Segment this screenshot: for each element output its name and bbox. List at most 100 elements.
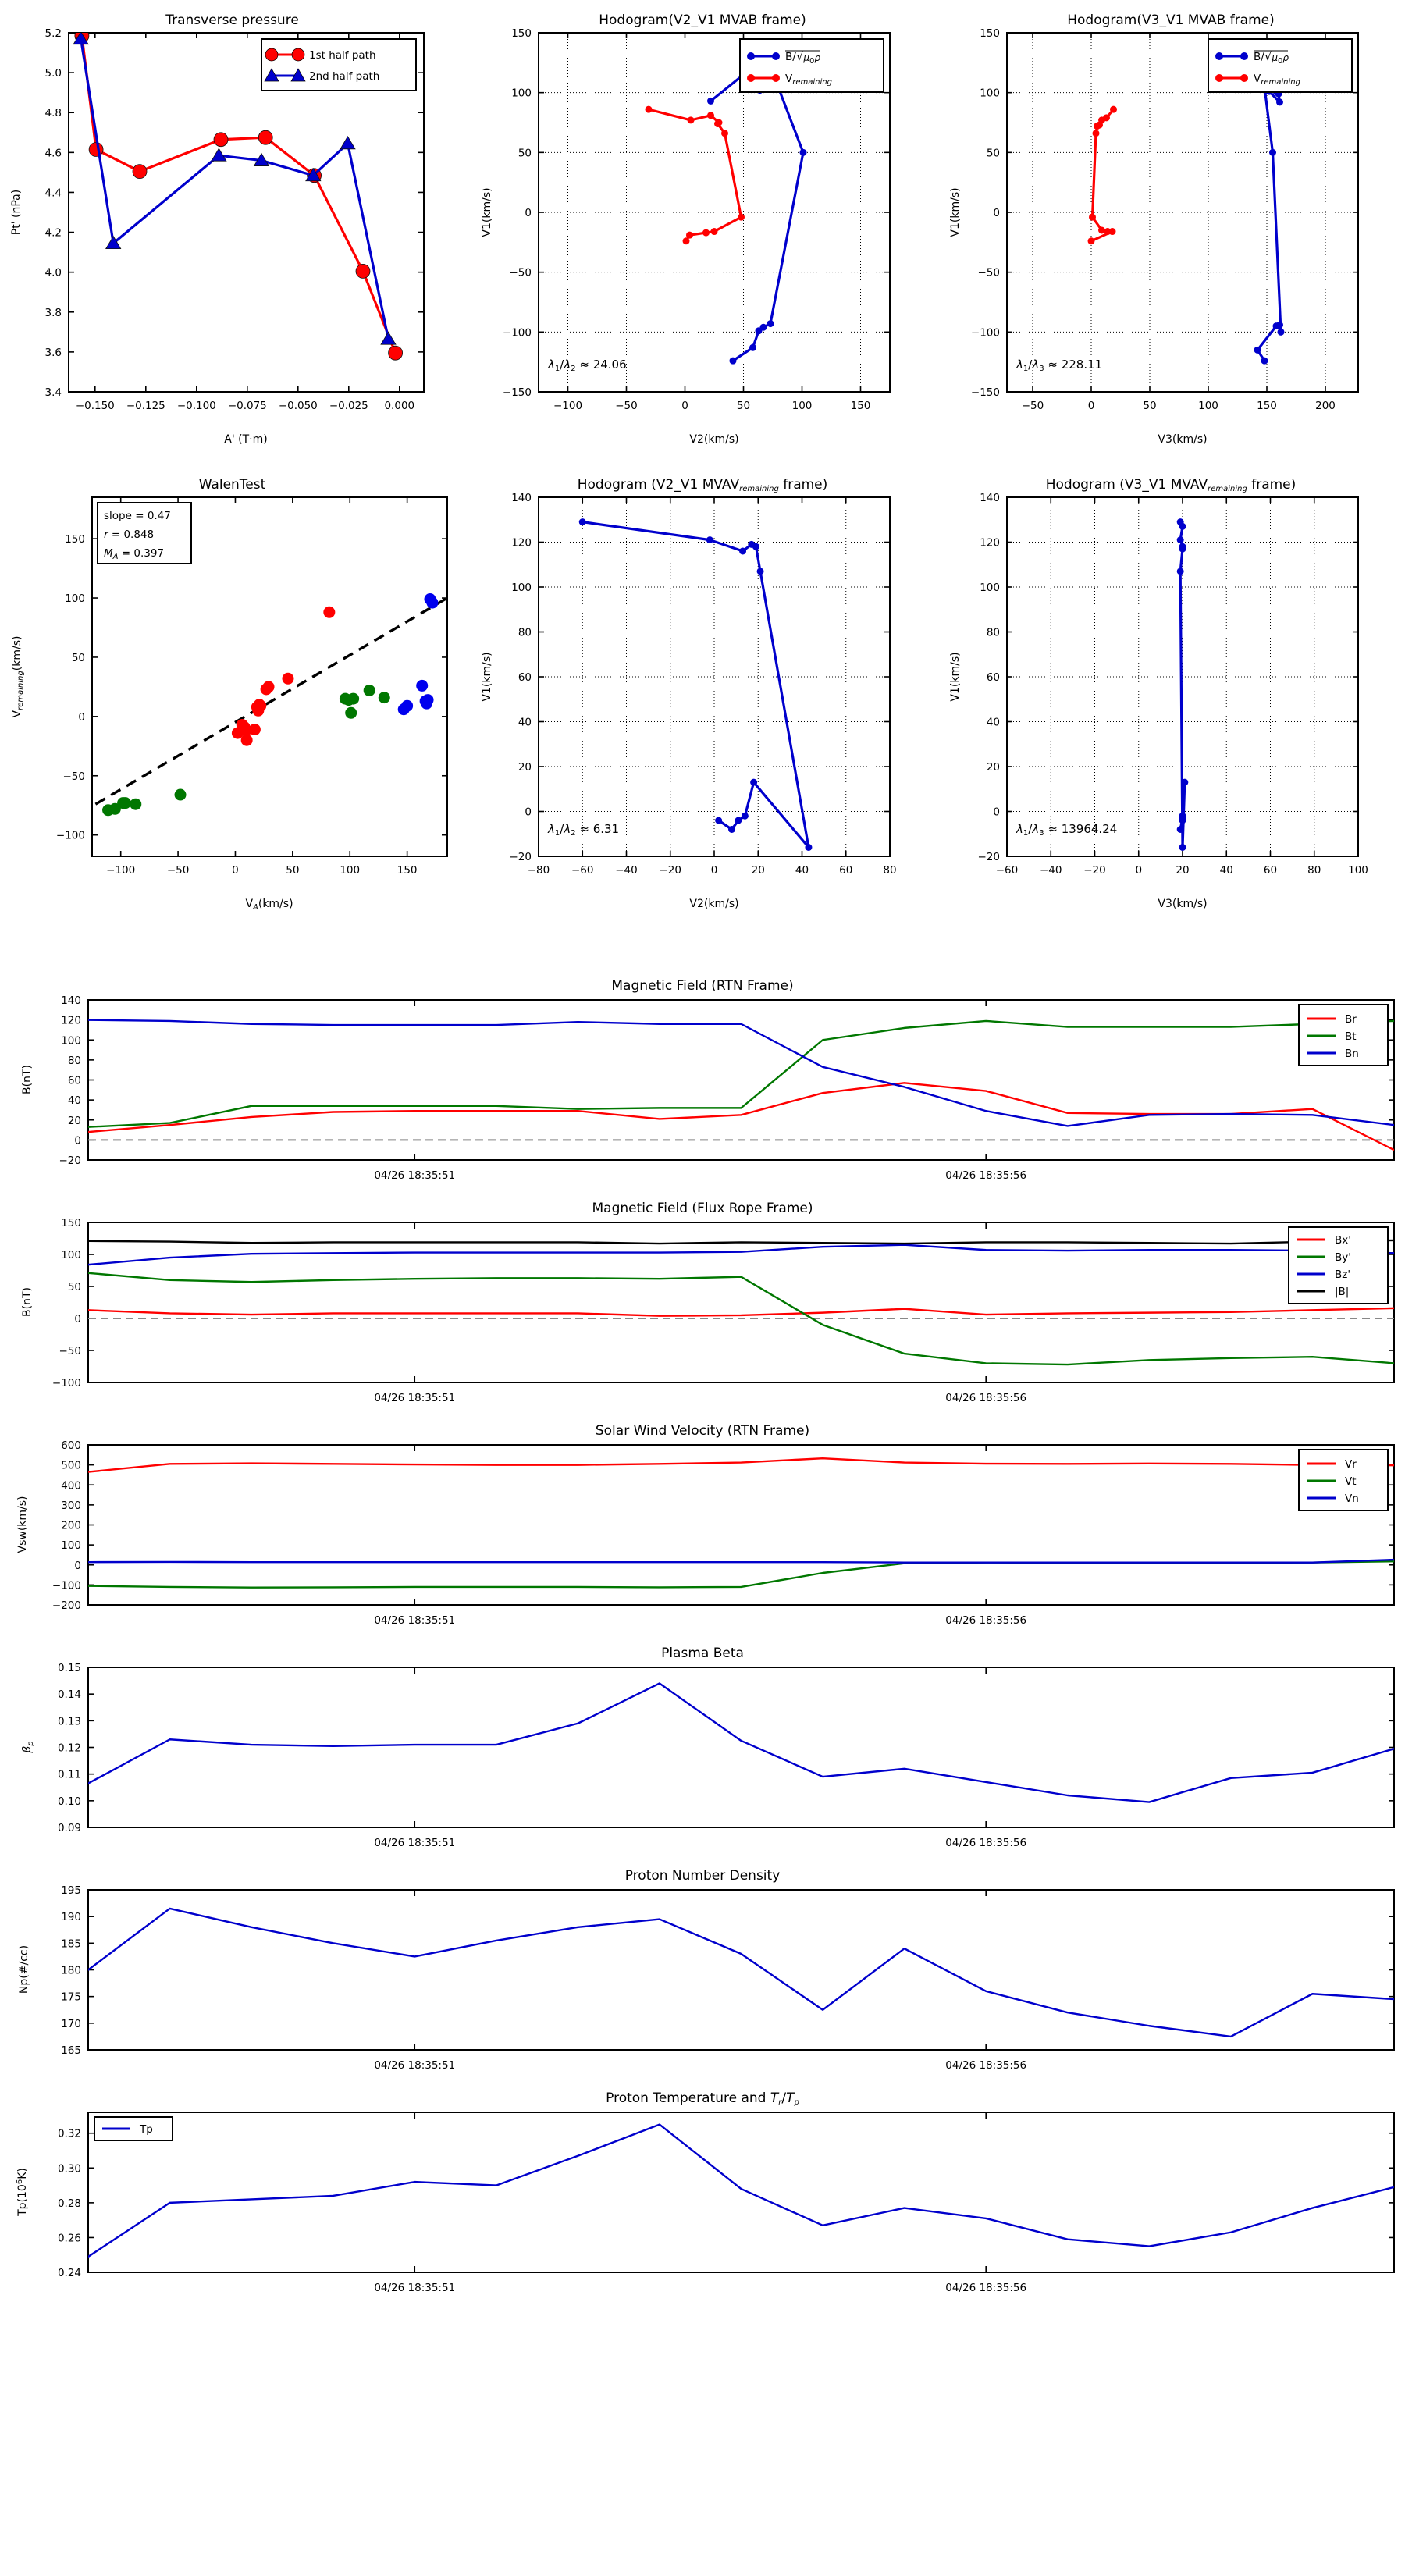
y-axis-ticks: −200 −100 0 100 200 300 400 500 600 (52, 1439, 1394, 1612)
svg-text:−200: −200 (52, 1599, 81, 1612)
svg-text:20: 20 (518, 761, 532, 774)
slope-value: slope = 0.47 (104, 510, 171, 522)
y-axis-ticks: −100 −50 0 50 100 150 (52, 1217, 1394, 1389)
panel-magnetic-field-fluxrope: Magnetic Field (Flux Rope Frame) −100 −50… (0, 1194, 1405, 1421)
svg-text:04/26 18:35:56: 04/26 18:35:56 (945, 1169, 1026, 1182)
svg-text:−100: −100 (503, 326, 532, 339)
svg-text:175: 175 (61, 1991, 81, 2004)
svg-text:0: 0 (1135, 864, 1142, 877)
data-series (88, 1457, 1394, 1589)
svg-text:0.12: 0.12 (58, 1742, 81, 1755)
x-axis-label: A' (T·m) (224, 433, 267, 446)
svg-text:100: 100 (1348, 864, 1368, 877)
svg-text:300: 300 (61, 1500, 81, 1512)
svg-text:0.09: 0.09 (58, 1822, 81, 1834)
svg-text:−60: −60 (996, 864, 1019, 877)
svg-text:200: 200 (1315, 400, 1336, 412)
svg-text:80: 80 (987, 627, 1000, 639)
svg-text:100: 100 (61, 1034, 81, 1047)
x-axis-ticks: 04/26 18:35:51 04/26 18:35:56 (374, 1000, 1026, 1182)
svg-text:3.8: 3.8 (45, 307, 62, 319)
transverse-pressure-plot: 3.43.63.84.04.24.44.64.85.05.2 −0.150 −0.… (10, 27, 425, 446)
svg-text:0.13: 0.13 (58, 1715, 81, 1727)
hodogram-v2v1-mvavrem-plot: −20 0 20 40 60 80 100 120 140 −80 −60 −40 −20 0 20 40 6… (481, 492, 897, 910)
data-series (88, 1019, 1394, 1151)
svg-text:0: 0 (74, 1134, 81, 1147)
y-axis-label: Pt' (nPa) (10, 190, 23, 235)
x-axis-label: V2(km/s) (689, 898, 738, 910)
svg-text:0.000: 0.000 (384, 400, 414, 412)
y-axis-ticks: −100 −50 0 50 100 150 (56, 533, 447, 842)
panel-proton-temperature: Proton Temperature and Tr/Tp 0.24 0.26 0.2… (0, 2084, 1405, 2318)
r-value: r = 0.848 (104, 528, 154, 541)
alfven-mach-value: MA = 0.397 (104, 547, 164, 561)
data-series (88, 1239, 1394, 1366)
data-series (88, 2123, 1394, 2258)
svg-text:20: 20 (987, 761, 1000, 774)
svg-text:−150: −150 (503, 386, 532, 399)
svg-text:60: 60 (987, 671, 1000, 684)
svg-text:0.24: 0.24 (58, 2267, 81, 2279)
x-axis-label: V3(km/s) (1158, 433, 1207, 446)
legend: B/√μ0ρ Vremaining (1208, 38, 1353, 93)
y-axis-label: Np(#/cc) (18, 1945, 30, 1994)
svg-text:100: 100 (511, 582, 532, 594)
svg-text:−40: −40 (615, 864, 638, 877)
svg-text:0: 0 (74, 1560, 81, 1572)
svg-text:0: 0 (74, 1313, 81, 1325)
svg-text:04/26 18:35:56: 04/26 18:35:56 (945, 2059, 1026, 2072)
legend-label-b-alfven: B/√μ0ρ (785, 49, 820, 66)
svg-text:60: 60 (839, 864, 852, 877)
svg-text:100: 100 (61, 1539, 81, 1552)
svg-text:50: 50 (286, 864, 299, 877)
svg-text:−0.025: −0.025 (329, 400, 368, 412)
svg-text:185: 185 (61, 1937, 81, 1950)
svg-text:5.2: 5.2 (45, 27, 62, 40)
hodogram-v3v1-mvab-plot: −150 −100 −50 0 50 100 150 −50 0 50 100 150 200 B/√… (949, 27, 1359, 446)
y-axis-label: βp (21, 1741, 35, 1753)
svg-text:−60: −60 (571, 864, 594, 877)
svg-text:4.4: 4.4 (45, 187, 62, 199)
legend-label-bxp: Bx' (1335, 1234, 1351, 1247)
data-series (1087, 65, 1285, 365)
plot-frame (87, 1444, 1395, 1606)
legend: Bx' By' Bz' |B| (1288, 1226, 1389, 1304)
svg-text:50: 50 (518, 147, 532, 159)
legend-label-bzp: Bz' (1335, 1268, 1350, 1281)
data-series (94, 593, 447, 817)
y-axis-ticks: 165 170 175 180 185 190 195 (61, 1884, 1394, 2057)
svg-text:−20: −20 (59, 1155, 82, 1167)
svg-text:120: 120 (980, 537, 1000, 550)
svg-text:−100: −100 (52, 1579, 81, 1592)
svg-text:−50: −50 (59, 1345, 82, 1357)
svg-text:0: 0 (993, 207, 1000, 219)
y-axis-ticks: 0.09 0.10 0.11 0.12 0.13 0.14 0.15 (58, 1662, 1394, 1834)
legend: Br Bt Bn (1298, 1004, 1389, 1066)
y-axis-ticks: −20 0 20 40 60 80 100 120 140 (978, 492, 1358, 863)
svg-text:100: 100 (65, 592, 85, 605)
svg-text:0: 0 (525, 207, 532, 219)
svg-text:40: 40 (987, 717, 1000, 729)
svg-text:120: 120 (511, 537, 532, 550)
svg-text:5.0: 5.0 (45, 67, 62, 80)
plot-frame (87, 1889, 1395, 2051)
svg-text:60: 60 (1264, 864, 1277, 877)
svg-text:100: 100 (340, 864, 360, 877)
svg-text:04/26 18:35:51: 04/26 18:35:51 (374, 2059, 455, 2072)
svg-text:−0.150: −0.150 (76, 400, 115, 412)
panel-hodogram-v2v1-mvavrem: Hodogram (V2_V1 MVAVremaining frame) −20… (468, 472, 937, 910)
legend-label-vn: Vn (1345, 1493, 1359, 1505)
svg-text:0: 0 (993, 806, 1000, 819)
plasma-beta-plot: 0.09 0.10 0.11 0.12 0.13 0.14 0.15 04/26 18:35… (21, 1662, 1395, 1849)
panel-title: Hodogram(V3_V1 MVAB frame) (1067, 12, 1275, 28)
panel-title: Proton Temperature and Tr/Tp (606, 2090, 799, 2107)
svg-text:04/26 18:35:56: 04/26 18:35:56 (945, 1837, 1026, 1849)
x-axis-ticks: −100 −50 0 50 100 150 (106, 497, 418, 877)
x-axis-ticks: 04/26 18:35:51 04/26 18:35:56 (374, 1890, 1026, 2072)
svg-text:100: 100 (792, 400, 813, 412)
y-axis-label: V1(km/s) (949, 187, 962, 237)
hodogram-v3v1-mvavrem-plot: −20 0 20 40 60 80 100 120 140 −60 −40 −20 0 20 40 60 80… (949, 492, 1368, 910)
svg-text:0.10: 0.10 (58, 1795, 81, 1808)
